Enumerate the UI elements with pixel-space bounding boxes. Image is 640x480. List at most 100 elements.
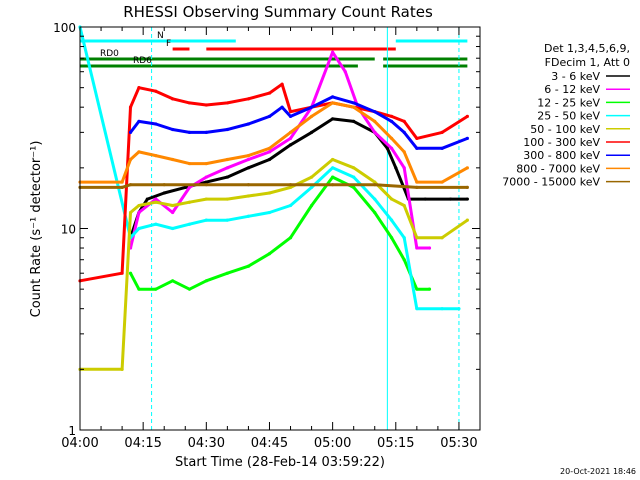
x-axis-label: Start Time (28-Feb-14 03:59:22) [175, 455, 385, 470]
data-point [288, 183, 293, 187]
y-axis-label: Count Rate (s⁻¹ detector⁻¹) [29, 141, 44, 318]
data-point [267, 157, 272, 162]
series-line [129, 175, 430, 291]
data-point [267, 210, 272, 215]
data-point [137, 210, 141, 215]
data-point [225, 271, 229, 275]
data-point [373, 197, 377, 201]
y-tick-label: 100 [53, 21, 76, 35]
data-point [137, 119, 141, 124]
data-point [309, 203, 314, 208]
data-point [331, 50, 335, 54]
data-point [183, 185, 187, 189]
data-point [373, 130, 377, 134]
data-point [225, 166, 229, 170]
data-point [267, 91, 272, 95]
data-point [440, 146, 444, 150]
data-point [171, 203, 175, 208]
data-point [288, 203, 293, 208]
data-point [331, 101, 335, 105]
data-point [402, 203, 406, 208]
data-point [352, 166, 356, 170]
x-tick-label: 05:15 [377, 436, 414, 451]
data-point [267, 150, 272, 154]
data-point [246, 166, 251, 170]
data-point [154, 222, 158, 226]
data-point [465, 197, 469, 201]
y-tick-label: 10 [61, 223, 76, 237]
data-point [415, 180, 419, 184]
data-point [288, 110, 293, 114]
data-point [137, 86, 141, 90]
data-point [246, 122, 251, 126]
data-point [309, 185, 314, 189]
data-point [343, 70, 347, 74]
data-point [246, 194, 251, 198]
data-point [137, 203, 141, 208]
data-point [280, 105, 284, 109]
data-point [389, 136, 394, 140]
legend-header-line-2: FDecim 1, Att 0 [545, 56, 630, 69]
data-point [440, 236, 444, 240]
data-point [204, 180, 208, 184]
x-tick-label: 04:15 [124, 436, 161, 451]
status-bars: NF RD0 RD6 [80, 27, 468, 430]
data-point [187, 200, 192, 204]
data-point [415, 146, 419, 150]
data-point [162, 183, 166, 187]
data-point [423, 197, 427, 201]
status-label-rd6: RD6 [133, 56, 152, 66]
data-point [331, 175, 335, 179]
data-point [402, 258, 406, 262]
data-point [145, 197, 149, 201]
data-point [331, 117, 335, 121]
footer-timestamp: 20-Oct-2021 18:46 [560, 467, 636, 476]
legend-label: 300 - 800 keV [523, 149, 600, 162]
data-point [225, 157, 229, 162]
data-point [154, 197, 158, 201]
data-point [120, 271, 124, 275]
data-point [128, 105, 133, 109]
series-line [78, 26, 459, 311]
data-point [267, 191, 272, 195]
data-point [246, 97, 251, 101]
data-point [187, 101, 192, 105]
data-point [373, 119, 377, 124]
data-point [204, 279, 208, 283]
data-point [246, 157, 251, 162]
data-point [128, 210, 133, 215]
x-tick-label: 05:00 [314, 436, 351, 451]
data-point [171, 226, 175, 231]
data-point [137, 287, 141, 291]
legend-label: 50 - 100 keV [530, 123, 600, 136]
data-point [465, 218, 469, 222]
data-point [352, 175, 356, 179]
data-point [465, 185, 469, 189]
data-point [427, 287, 432, 291]
legend-label: 3 - 6 keV [551, 70, 600, 83]
data-point [352, 185, 356, 189]
plot-axes: 1 10 100 04:00 04:15 04:30 04:45 05:00 05:15 05:3… [53, 21, 481, 451]
data-point [204, 218, 208, 222]
data-point [204, 130, 208, 134]
legend-label: 12 - 25 keV [537, 96, 600, 109]
data-point [309, 175, 314, 179]
data-point [187, 185, 192, 189]
data-point [120, 367, 124, 371]
data-point [128, 157, 133, 162]
data-point [171, 157, 175, 162]
data-point [120, 180, 124, 184]
data-point [204, 183, 208, 187]
series-line [79, 82, 469, 283]
data-point [415, 307, 419, 311]
data-point [154, 89, 158, 93]
data-point [352, 101, 356, 105]
data-point [389, 114, 394, 119]
data-point [309, 105, 314, 109]
data-point [187, 222, 192, 226]
data-point [187, 161, 192, 166]
data-point [267, 146, 272, 150]
data-point [171, 279, 175, 283]
data-point [402, 166, 406, 170]
data-point [440, 130, 444, 134]
